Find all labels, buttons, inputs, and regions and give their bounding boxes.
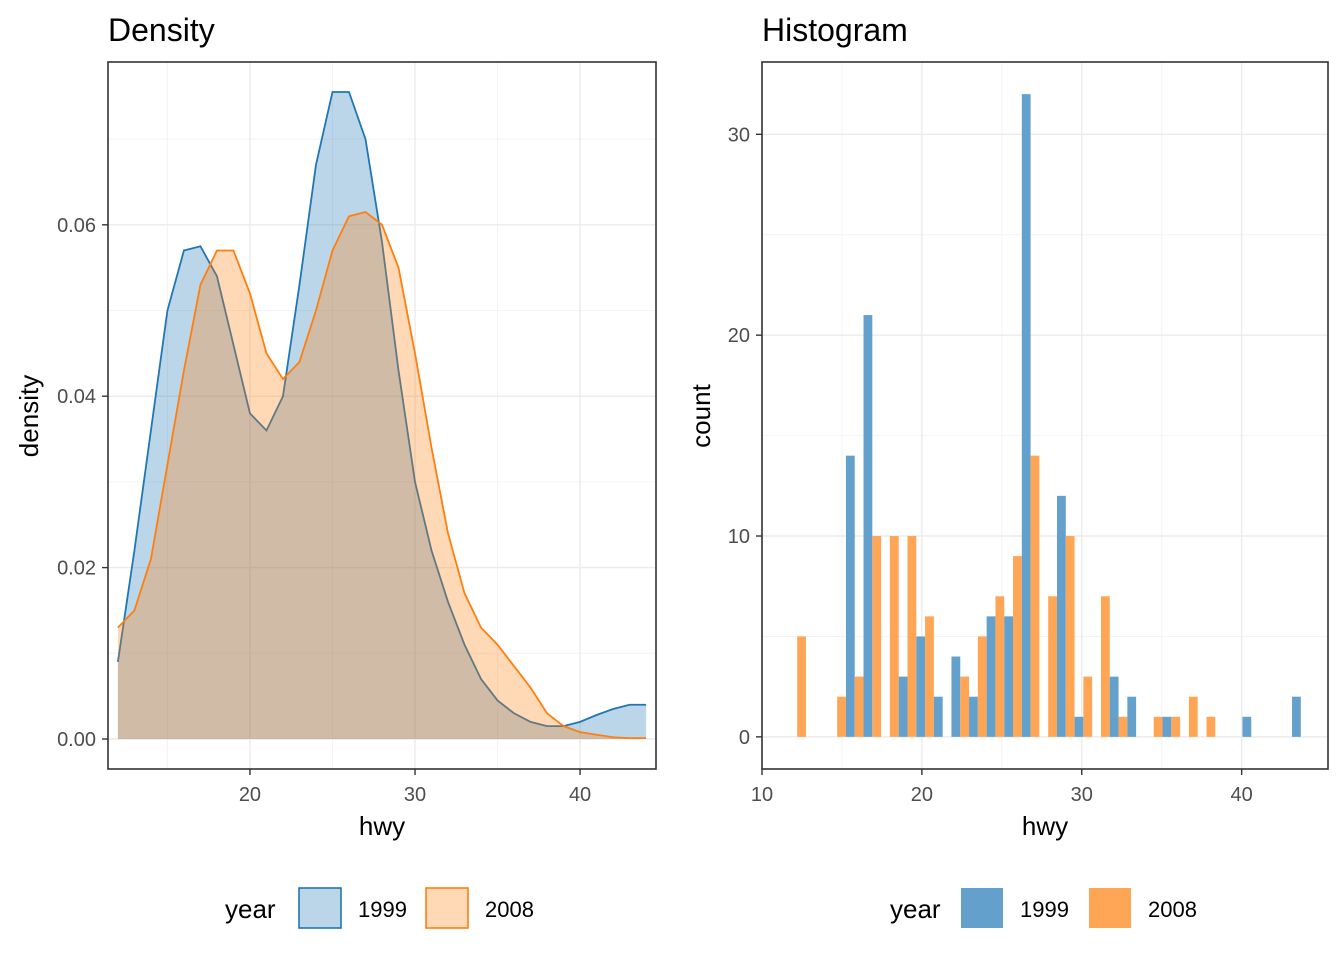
histogram-y-tick-label: 20 <box>728 325 750 347</box>
histogram-bar-2008 <box>889 536 899 737</box>
histogram-title: Histogram <box>762 12 908 48</box>
histogram-bar-1999 <box>898 676 908 737</box>
histogram-x-tick-label: 40 <box>1231 784 1253 806</box>
histogram-bar-2008 <box>960 676 970 737</box>
histogram-y-tick-label: 30 <box>728 124 750 146</box>
histogram-bar-1999 <box>1004 616 1014 737</box>
density-legend-key-1999 <box>298 887 342 929</box>
histogram-bar-1999 <box>969 696 978 737</box>
histogram-bar-2008 <box>1153 716 1163 737</box>
density-area-1999 <box>117 91 647 740</box>
histogram-bar-2008 <box>872 536 882 737</box>
histogram-legend-label-1999: 1999 <box>1020 897 1069 922</box>
histogram-bar-2008 <box>925 616 934 737</box>
histogram-bars <box>797 94 1301 737</box>
density-x-tick-label: 30 <box>404 784 426 806</box>
histogram-bar-1999 <box>1162 716 1172 737</box>
histogram-x-axis-title: hwy <box>1022 811 1068 841</box>
histogram-bar-1999 <box>1021 94 1031 737</box>
density-legend: year 1999 2008 <box>225 887 534 929</box>
histogram-bar-1999 <box>1292 696 1301 737</box>
density-legend-title: year <box>225 894 276 924</box>
histogram-bar-2008 <box>1013 556 1022 737</box>
histogram-legend-title: year <box>890 894 941 924</box>
density-panel: Density 20 30 40 0.00 0.02 0.04 0.06 hwy densi… <box>14 12 657 929</box>
histogram-bar-1999 <box>1056 495 1066 737</box>
histogram-bar-2008 <box>797 636 806 737</box>
density-line-1999 <box>117 91 647 728</box>
density-ticks: 20 30 40 0.00 0.02 0.04 0.06 <box>57 215 591 806</box>
histogram-bar-2008 <box>854 676 864 737</box>
density-legend-key-2008 <box>425 887 469 929</box>
density-title: Density <box>108 12 215 48</box>
histogram-bar-2008 <box>907 536 917 737</box>
histogram-bar-1999 <box>1127 696 1137 737</box>
histogram-bar-2008 <box>977 636 987 737</box>
histogram-y-axis-title: count <box>686 383 716 447</box>
histogram-y-tick-label: 0 <box>739 727 750 749</box>
density-y-tick-label: 0.02 <box>57 558 96 580</box>
histogram-bar-2008 <box>1083 676 1093 737</box>
histogram-y-tick-label: 10 <box>728 526 750 548</box>
histogram-ticks: 10 20 30 40 0 10 20 30 <box>728 124 1253 806</box>
histogram-bar-2008 <box>1048 596 1057 737</box>
histogram-panel-border <box>761 61 1329 770</box>
density-legend-label-2008: 2008 <box>485 897 534 922</box>
density-x-tick-label: 40 <box>569 784 591 806</box>
histogram-bar-2008 <box>1206 716 1216 737</box>
histogram-bar-2008 <box>995 596 1005 737</box>
histogram-legend-key-1999 <box>961 888 1003 928</box>
histogram-bar-2008 <box>1030 455 1040 737</box>
histogram-bar-2008 <box>837 696 846 737</box>
histogram-bar-2008 <box>1100 596 1110 737</box>
density-areas <box>117 91 647 740</box>
histogram-legend-key-2008 <box>1089 888 1131 928</box>
histogram-bar-2008 <box>1065 536 1075 737</box>
histogram-legend-label-2008: 2008 <box>1148 897 1197 922</box>
histogram-bar-1999 <box>1109 676 1119 737</box>
density-x-tick-label: 20 <box>239 784 261 806</box>
density-line-2008 <box>117 210 647 740</box>
density-y-axis-title: density <box>14 375 44 457</box>
density-y-tick-label: 0.04 <box>57 386 96 408</box>
histogram-bar-2008 <box>1118 716 1128 737</box>
histogram-bar-2008 <box>1188 696 1198 737</box>
histogram-gridlines <box>761 62 1328 769</box>
histogram-bar-1999 <box>916 636 926 737</box>
density-panel-border <box>107 61 657 770</box>
density-x-axis-title: hwy <box>359 811 405 841</box>
histogram-panel: Histogram 10 20 30 40 0 10 20 30 hwy count year… <box>686 12 1329 928</box>
histogram-bar-1999 <box>863 315 873 737</box>
histogram-bar-1999 <box>1242 716 1252 737</box>
density-area-2008 <box>117 211 647 740</box>
histogram-x-tick-label: 20 <box>911 784 933 806</box>
density-legend-label-1999: 1999 <box>358 897 407 922</box>
histogram-bar-1999 <box>845 455 855 737</box>
histogram-bar-1999 <box>986 616 996 737</box>
histogram-x-tick-label: 10 <box>751 784 773 806</box>
histogram-bar-1999 <box>951 656 961 737</box>
histogram-bar-1999 <box>933 696 943 737</box>
density-y-tick-label: 0.00 <box>57 729 96 751</box>
histogram-bar-1999 <box>1074 716 1084 737</box>
histogram-x-tick-label: 30 <box>1071 784 1093 806</box>
histogram-bar-2008 <box>1171 716 1181 737</box>
histogram-legend: year 1999 2008 <box>890 888 1197 928</box>
density-y-tick-label: 0.06 <box>57 215 96 237</box>
